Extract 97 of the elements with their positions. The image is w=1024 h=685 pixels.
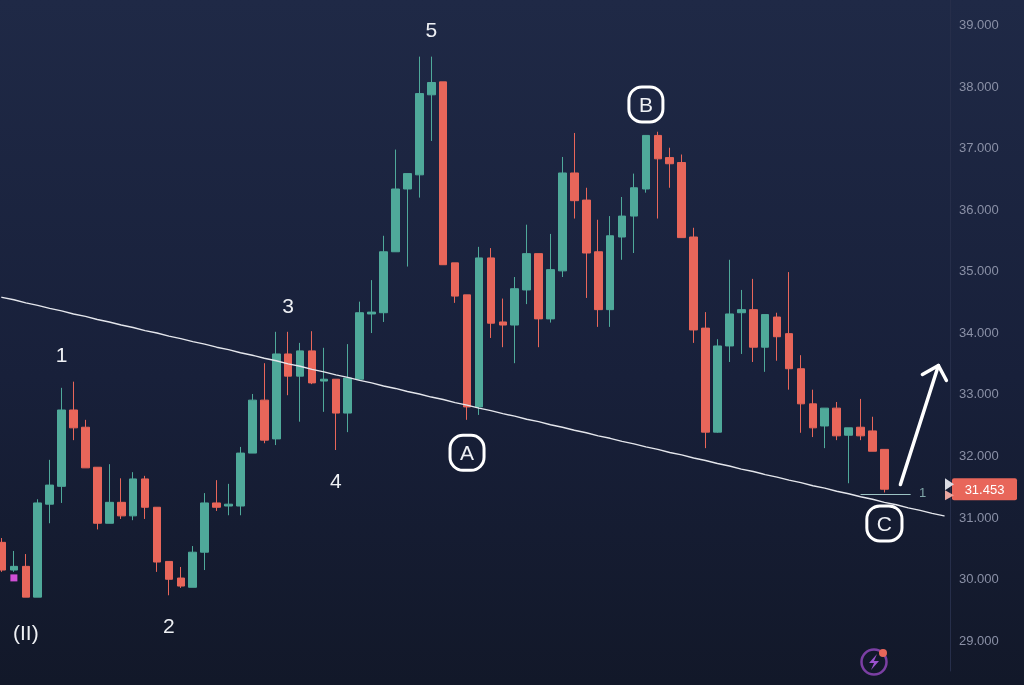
candlestick [117, 477, 126, 520]
candlestick [439, 81, 447, 266]
candlestick [463, 294, 471, 421]
candlestick [546, 233, 555, 324]
annotation: (II) [12, 620, 39, 644]
candlestick [320, 347, 328, 413]
candlestick [737, 289, 746, 355]
candlestick [355, 301, 364, 380]
candlestick [272, 331, 281, 446]
candlestick [844, 427, 853, 484]
candlestick [296, 342, 304, 423]
y-tick-label: 33.000 [959, 386, 999, 402]
candlestick [618, 196, 626, 261]
candlestick [81, 419, 90, 469]
candlestick [45, 459, 54, 524]
candlestick [57, 387, 66, 504]
candlestick [260, 362, 269, 444]
candlestick [785, 271, 793, 391]
candlestick [236, 446, 245, 516]
y-tick-label: 38.000 [959, 78, 999, 94]
annotation: 2 [163, 613, 175, 637]
candlestick [558, 156, 567, 278]
candlestick [856, 398, 865, 441]
candlestick [499, 298, 507, 348]
annotation: B [638, 92, 653, 116]
annotation: 5 [425, 18, 438, 42]
candlestick [308, 330, 316, 385]
candlestick [391, 149, 400, 253]
y-tick-label: 32.000 [959, 448, 999, 464]
annotation: C [876, 511, 892, 535]
y-tick-label: 35.000 [959, 263, 999, 279]
line-series [1, 296, 945, 517]
candlestick [451, 262, 459, 304]
candlestick [165, 560, 173, 596]
candlestick [22, 553, 30, 598]
candlestick [69, 381, 78, 441]
candlestick [475, 246, 483, 416]
annotation: A [460, 441, 475, 465]
candlestick [665, 147, 674, 189]
candlestick [212, 479, 221, 512]
candlestick [654, 131, 662, 220]
candlestick [606, 215, 614, 328]
candlestick [570, 132, 579, 220]
candlestick [141, 475, 149, 520]
candlestick [284, 331, 292, 396]
candlestick [832, 401, 841, 441]
y-tick-label: 34.000 [959, 324, 999, 340]
candlestick [379, 235, 388, 323]
candlestick [761, 314, 769, 373]
candlestick [642, 134, 650, 194]
y-tick-label: 30.000 [959, 571, 999, 587]
candlestick [10, 550, 18, 573]
text: 31.453 [964, 481, 1005, 497]
candlestick [367, 279, 376, 334]
candlestick [343, 343, 352, 433]
candlestick [200, 492, 209, 571]
candlestick [701, 311, 710, 449]
annotation: 3 [282, 294, 295, 318]
candlestick [820, 407, 829, 449]
candlestick [415, 56, 424, 199]
candlestick [809, 389, 817, 438]
y-tick-label: 37.000 [959, 140, 999, 156]
candlestick [224, 483, 233, 516]
candlestick [188, 545, 197, 588]
annotation: 1 [55, 343, 68, 367]
candlestick [713, 338, 722, 434]
candlestick [33, 498, 42, 598]
y-tick-label: 39.000 [959, 17, 999, 33]
y-tick-label: 31.000 [959, 509, 999, 525]
candlestick [403, 173, 412, 268]
candlestick [594, 219, 603, 328]
candlestick [248, 393, 257, 454]
candlestick [868, 416, 877, 452]
candlestick [522, 224, 531, 305]
candlestick [129, 471, 137, 521]
candlestick [797, 354, 805, 434]
candlestick [725, 259, 734, 363]
candlestick [689, 227, 698, 344]
candlestick [487, 247, 495, 339]
candlestick [880, 448, 889, 493]
candlestick [773, 312, 781, 362]
candlestick [749, 278, 758, 363]
candlestick [177, 566, 185, 589]
annotation: 1 [918, 484, 927, 500]
candlestick [630, 173, 638, 254]
candlestick [677, 154, 686, 239]
candlestick [332, 378, 340, 451]
annotation: 4 [330, 468, 343, 492]
candlestick [534, 253, 543, 348]
candlestick [93, 466, 102, 530]
candlestick [427, 56, 436, 142]
candlestick [153, 506, 161, 573]
y-tick-label: 29.000 [959, 632, 999, 648]
candlestick [105, 463, 114, 524]
candlestick [510, 276, 519, 364]
y-tick-label: 36.000 [959, 201, 999, 217]
candlestick [582, 187, 591, 299]
